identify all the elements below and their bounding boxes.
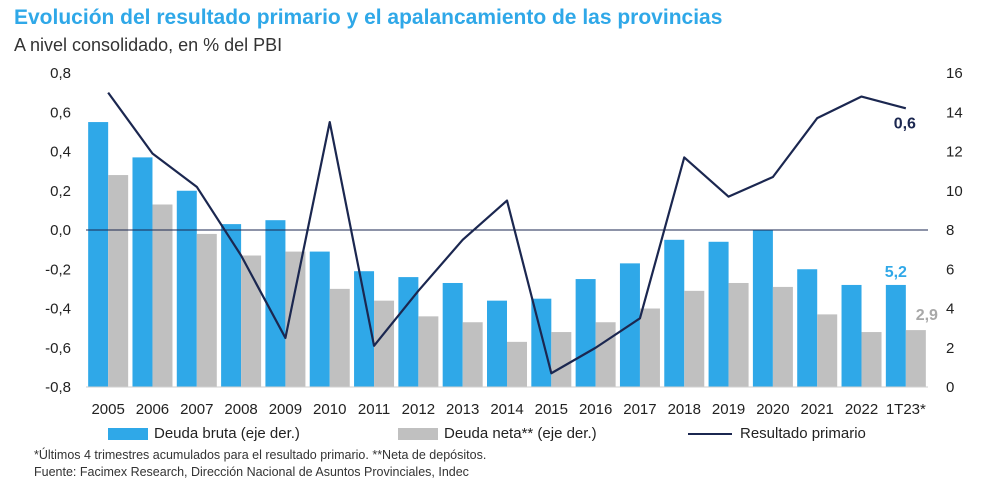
chart-title: Evolución del resultado primario y el ap… [14,6,723,29]
left-tick-label: -0,2 [45,261,71,278]
bar-deuda-neta [329,288,350,387]
legend-swatch-neta [398,427,438,440]
bar-deuda-neta [108,175,129,387]
category-label: 1T23* [886,401,926,418]
right-tick-label: 0 [946,379,954,396]
resultado-primario-line [107,91,907,375]
left-axis-ticks: 0,8 0,6 0,4 0,2 0,0 -0,2 -0,4 -0,6 -0,8 [45,65,71,396]
annotation-resultado-primario: 0,6 [894,115,916,132]
legend-item-deuda-bruta: Deuda bruta (eje der.) [108,425,300,442]
right-tick-label: 16 [946,65,963,82]
category-label: 2010 [313,401,346,418]
right-axis-ticks: 16 14 12 10 8 6 4 2 0 [946,65,963,396]
legend-item-resultado-primario: Resultado primario [688,425,866,442]
legend: Deuda bruta (eje der.) Deuda neta** (eje… [0,425,1000,445]
left-tick-label: 0,8 [50,65,71,82]
legend-swatch-line [688,432,732,435]
bar-deuda-bruta [132,157,153,387]
left-tick-label: -0,6 [45,340,71,357]
category-labels: 2005 2006 2007 2008 2009 2010 2011 2012 2013 2014… [91,401,926,418]
category-label: 2007 [180,401,213,418]
left-tick-label: 0,2 [50,183,71,200]
right-tick-label: 8 [946,222,954,239]
bar-deuda-neta [772,286,793,387]
annotation-deuda-neta: 2,9 [916,307,938,324]
bar-deuda-neta [241,255,262,387]
category-label: 2006 [136,401,169,418]
bar-deuda-neta [817,314,838,387]
left-tick-label: 0,0 [50,222,71,239]
right-tick-label: 4 [946,301,954,318]
category-label: 2021 [801,401,834,418]
bar-deuda-neta [374,300,395,387]
category-label: 2022 [845,401,878,418]
right-tick-label: 2 [946,340,954,357]
right-tick-label: 14 [946,104,963,121]
legend-item-deuda-neta: Deuda neta** (eje der.) [398,425,597,442]
bar-deuda-bruta [176,190,197,387]
category-label: 2012 [402,401,435,418]
category-label: 2016 [579,401,612,418]
right-tick-label: 10 [946,183,963,200]
footnote-source: Fuente: Facimex Research, Dirección Naci… [34,465,469,479]
bar-deuda-bruta [575,279,596,387]
category-label: 2018 [668,401,701,418]
bar-deuda-neta [507,341,527,387]
bar-deuda-bruta [664,239,685,387]
left-tick-label: 0,4 [50,144,71,161]
bar-deuda-neta [462,322,483,387]
category-label: 2009 [269,401,302,418]
category-label: 2020 [756,401,789,418]
category-label: 2008 [224,401,257,418]
bar-deuda-bruta [442,282,463,387]
bar-deuda-bruta [221,224,242,387]
category-label: 2015 [535,401,568,418]
footnotes: *Últimos 4 trimestres acumulados para el… [34,447,486,481]
bar-deuda-bruta [841,284,862,387]
bar-deuda-neta [196,233,217,387]
chart: 0,8 0,6 0,4 0,2 0,0 -0,2 -0,4 -0,6 -0,8 16 14 12 10… [45,65,963,418]
legend-label-line: Resultado primario [740,425,866,442]
category-label: 2011 [358,401,390,418]
bar-deuda-neta [728,282,749,387]
bar-deuda-bruta [487,300,507,387]
left-tick-label: 0,6 [50,104,71,121]
category-label: 2017 [623,401,656,418]
right-tick-label: 6 [946,261,954,278]
category-label: 2013 [446,401,479,418]
left-tick-label: -0,4 [45,301,71,318]
bar-deuda-neta [861,332,882,387]
category-label: 2019 [712,401,745,418]
left-tick-label: -0,8 [45,379,71,396]
legend-label-bruta: Deuda bruta (eje der.) [154,425,300,442]
bar-deuda-neta [285,251,306,387]
right-tick-label: 12 [946,144,963,161]
annotation-deuda-bruta: 5,2 [885,264,907,281]
bar-deuda-neta [418,316,439,387]
legend-swatch-bruta [108,427,148,440]
bar-deuda-bruta [265,220,286,387]
bar-deuda-neta [639,308,660,387]
bar-deuda-bruta [88,122,109,387]
category-label: 2005 [91,401,124,418]
bar-deuda-neta [595,322,616,387]
bar-deuda-bruta [354,271,375,387]
bar-deuda-bruta [797,269,818,387]
bar-deuda-neta [152,204,173,387]
bar-deuda-bruta [398,277,419,387]
bar-deuda-neta [684,290,705,387]
bar-deuda-bruta [708,241,729,387]
bar-deuda-bruta [885,284,906,387]
bar-deuda-bruta [752,230,773,387]
bar-deuda-neta [551,332,572,387]
bars-group [88,122,926,387]
legend-label-neta: Deuda neta** (eje der.) [444,425,597,442]
bar-deuda-neta [905,330,926,387]
bar-deuda-bruta [531,298,552,387]
category-label: 2014 [490,401,523,418]
footnote-1: *Últimos 4 trimestres acumulados para el… [34,448,487,462]
chart-subtitle: A nivel consolidado, en % del PBI [14,35,283,55]
bar-deuda-bruta [309,251,330,387]
